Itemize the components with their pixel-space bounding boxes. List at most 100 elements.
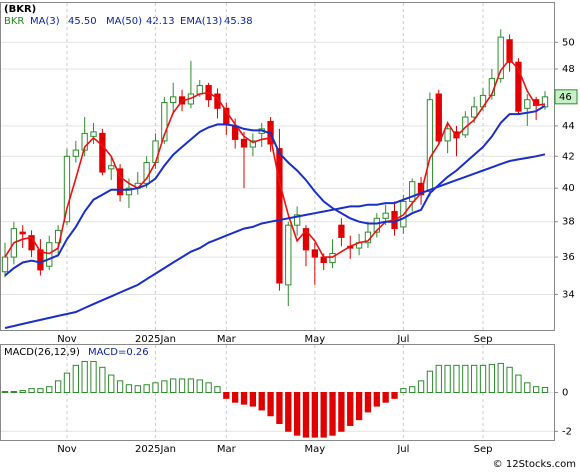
macd-bar [391, 392, 398, 399]
x-tick-label: Sep [474, 444, 493, 455]
macd-bar [373, 392, 380, 407]
macd-bar [515, 374, 522, 394]
candle-body [72, 149, 79, 157]
candle-body [46, 242, 53, 267]
x-tick-label: May [304, 334, 325, 345]
candle-body [506, 39, 513, 63]
macd-bar [435, 364, 442, 394]
y-tick-label: -2 [562, 426, 572, 437]
macd-bar [347, 392, 354, 426]
macd-bar [90, 360, 97, 393]
candle-body [276, 148, 283, 284]
y-tick-label: 0 [562, 388, 568, 399]
macd-bar [329, 392, 336, 436]
macd-bar [267, 392, 274, 417]
macd-bar [311, 392, 318, 438]
candle-body [170, 96, 177, 104]
candle-body [37, 249, 44, 271]
candle-body [108, 165, 115, 170]
macd-bar [205, 382, 212, 393]
candle-body [329, 252, 336, 264]
candle-body [249, 140, 257, 148]
candle-body [63, 155, 71, 223]
macd-title: MACD(26,12,9) [4, 347, 80, 358]
macd-bar [338, 392, 345, 432]
candle-body [453, 131, 460, 139]
candle-body [515, 61, 522, 112]
macd-bar [541, 386, 549, 394]
macd-bar [276, 392, 283, 425]
macd-bar [214, 386, 221, 394]
candle-body [293, 214, 301, 226]
candle-body [426, 99, 434, 192]
macd-bar [99, 366, 106, 394]
macd-bar [453, 364, 460, 394]
candle-body [90, 131, 97, 137]
candle-body [373, 217, 380, 233]
macd-bar [302, 392, 310, 438]
macd-bar [240, 392, 248, 405]
macd-bar [355, 392, 363, 421]
macd-bar [19, 390, 26, 393]
macd-bar [409, 386, 416, 394]
y-tick-label: 36 [562, 252, 575, 263]
macd-bar [382, 392, 389, 403]
x-tick-label: Nov [57, 334, 77, 345]
candle-body [125, 187, 133, 196]
macd-bar [506, 366, 513, 394]
candle-body [382, 212, 389, 219]
macd-bar [479, 364, 487, 394]
macd-bar [400, 388, 407, 393]
macd-bar [426, 370, 434, 393]
y-tick-label: 34 [562, 289, 575, 300]
macd-bar [116, 380, 124, 393]
x-tick-label: Jul [396, 444, 409, 455]
price-frame [0, 2, 555, 331]
macd-bar [125, 384, 133, 394]
macd-bar [28, 388, 35, 393]
chart-title: (BKR) [4, 4, 36, 15]
indicator-line [4, 58, 546, 258]
macd-bar [63, 372, 71, 393]
macd-bar [81, 360, 88, 393]
macd-bar [178, 378, 186, 393]
legend-value: 45.38 [224, 16, 253, 27]
x-tick-label: Jul [396, 334, 409, 345]
macd-bar [320, 392, 327, 438]
indicator-line [4, 104, 546, 277]
x-tick-label: Mar [217, 444, 237, 455]
macd-bar [187, 378, 195, 393]
macd-bar [161, 380, 168, 393]
candle-body [338, 224, 345, 238]
candle-body [444, 128, 451, 142]
candle-body [99, 132, 106, 173]
macd-bar [10, 391, 18, 393]
legend-value: 45.50 [68, 16, 97, 27]
watermark: © 12Stocks.com [493, 459, 576, 470]
macd-bar [46, 386, 53, 394]
candle-body [435, 93, 442, 142]
macd-bar [196, 379, 203, 393]
macd-bar [54, 380, 62, 393]
candle-body [161, 102, 168, 142]
last-price-box [554, 89, 578, 105]
candle-body [471, 106, 478, 118]
legend-label: EMA(13) [180, 16, 222, 27]
y-tick-label: 48 [562, 64, 575, 75]
macd-bar [285, 392, 292, 432]
macd-bar [488, 363, 496, 394]
macd-bar [37, 388, 44, 393]
candle-body [19, 231, 26, 235]
macd-bar [134, 385, 141, 394]
x-tick-label: 2025Jan [135, 444, 176, 455]
macd-bar [462, 364, 469, 394]
macd-bar [471, 364, 478, 394]
candle-body [409, 181, 416, 202]
macd-bar [108, 374, 115, 394]
macd-bar [249, 392, 257, 407]
macd-bar [293, 392, 301, 436]
candle-body [497, 36, 504, 80]
candle-body [311, 249, 318, 258]
candle-body [240, 138, 248, 148]
candle-body [524, 99, 531, 109]
